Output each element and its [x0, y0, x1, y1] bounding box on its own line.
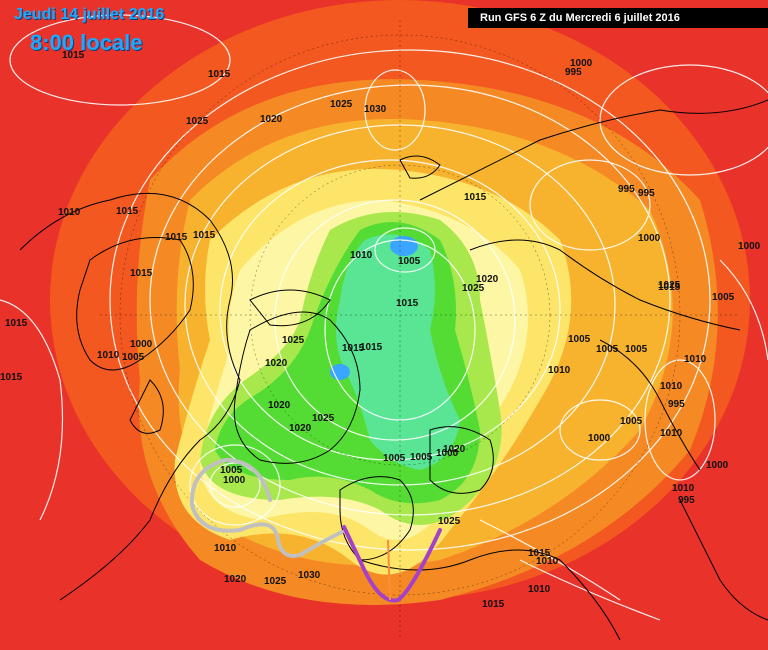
isobar-label: 1015	[5, 318, 28, 329]
isobar-label: 1015	[0, 372, 23, 383]
isobar-label: 1010	[536, 556, 559, 567]
coast-europe	[359, 549, 621, 641]
coast-greenland	[233, 311, 361, 464]
coast-siberia	[419, 99, 768, 201]
coastlines	[19, 99, 768, 641]
isobar-label: 1010	[97, 350, 120, 361]
isobar-label: 1000	[223, 475, 246, 486]
forecast-date: Jeudi 14 juillet 2016	[14, 6, 165, 23]
isobar-label: 1015	[62, 50, 85, 61]
isobar-label: 1010	[548, 365, 571, 376]
isobar-label: 1025	[658, 280, 681, 291]
isobar-label: 1020	[289, 423, 312, 434]
field-blue-low-2	[330, 364, 350, 380]
isobar-label: 1015	[464, 192, 487, 203]
isobar-label: 1010	[672, 483, 695, 494]
coast-scandinavia	[339, 476, 414, 561]
isobar-label: 1005	[122, 352, 145, 363]
grid-lines	[100, 20, 740, 640]
coast-north-america	[19, 192, 241, 601]
isobars	[0, 14, 768, 621]
isobar-label: 1025	[282, 335, 305, 346]
isobar-label: 995	[668, 399, 685, 410]
run-info-banner: Run GFS 6 Z du Mercredi 6 juillet 2016	[468, 8, 768, 28]
isobar-label: 1020	[265, 358, 288, 369]
isobar-label: 1015	[342, 343, 365, 354]
isobar-label: 1005	[625, 344, 648, 355]
isobar-label: 1025	[264, 576, 287, 587]
isobar-label: 1010	[660, 381, 683, 392]
isobar-label: 1025	[462, 283, 485, 294]
isobar-label: 1010	[58, 207, 81, 218]
isobar-label: 1020	[443, 444, 466, 455]
isobar-label: 1015	[130, 268, 153, 279]
isobar-labels: 1015 1025 1030 1015 1025 1020 1010 1015 …	[0, 50, 761, 610]
isobar-label: 1025	[438, 516, 461, 527]
isobar-label: 1015	[208, 69, 231, 80]
isobar-label: 995	[618, 184, 635, 195]
isobar-label: 1020	[260, 114, 283, 125]
isobar-label: 1000	[130, 339, 153, 350]
isobar-label: 1000	[638, 233, 661, 244]
isobar-label: 1000	[570, 58, 593, 69]
isobar-label: 995	[678, 495, 695, 506]
isobar-label: 1015	[165, 232, 188, 243]
isobar-label: 1000	[706, 460, 729, 471]
isobar-label: 1000	[588, 433, 611, 444]
isobar-label: 1015	[396, 298, 419, 309]
isobar-label: 1015	[116, 206, 139, 217]
isobar-label: 1005	[712, 292, 735, 303]
gray-arrow	[189, 457, 344, 558]
isobar-label: 1030	[364, 104, 387, 115]
coast-arctic-islands	[249, 289, 331, 327]
isobar-label: 1005	[410, 452, 433, 463]
orange-ridge-line	[387, 539, 391, 601]
isobar-label: 1015	[482, 599, 505, 610]
isobar-label: 995	[565, 67, 582, 78]
isobar-label: 1030	[298, 570, 321, 581]
isobar-label: 1010	[660, 428, 683, 439]
isobar-label: 1005	[220, 465, 243, 476]
isobar-label: 1015	[360, 342, 383, 353]
isobar-label: 1020	[224, 574, 247, 585]
forecast-hour: 8:00 locale	[30, 30, 143, 55]
isobar-label: 1005	[620, 416, 643, 427]
purple-arrow	[342, 525, 442, 603]
isobar-label: 1000	[436, 448, 459, 459]
isobar-label: 1005	[596, 344, 619, 355]
isobar-label: 1015	[528, 548, 551, 559]
isobar-label: 1025	[186, 116, 209, 127]
isobar-label: 1015	[193, 230, 216, 241]
isobar-label: 1010	[528, 584, 551, 595]
isobar-label: 1020	[476, 274, 499, 285]
isobar-label: 1005	[568, 334, 591, 345]
isobar-label: 1010	[684, 354, 707, 365]
isobar-label: 1010	[214, 543, 237, 554]
isobar-label: 1000	[738, 241, 761, 252]
isobar-label: 1005	[398, 256, 421, 267]
field-blue-low	[390, 236, 418, 256]
isobar-label: 1025	[312, 413, 335, 424]
isobar-label: 1025	[330, 99, 353, 110]
isobar-label: 1005	[383, 453, 406, 464]
isobar-label: 1015	[658, 282, 681, 293]
isobar-label: 995	[638, 188, 655, 199]
isobar-label: 1010	[350, 250, 373, 261]
isobar-label: 1020	[268, 400, 291, 411]
